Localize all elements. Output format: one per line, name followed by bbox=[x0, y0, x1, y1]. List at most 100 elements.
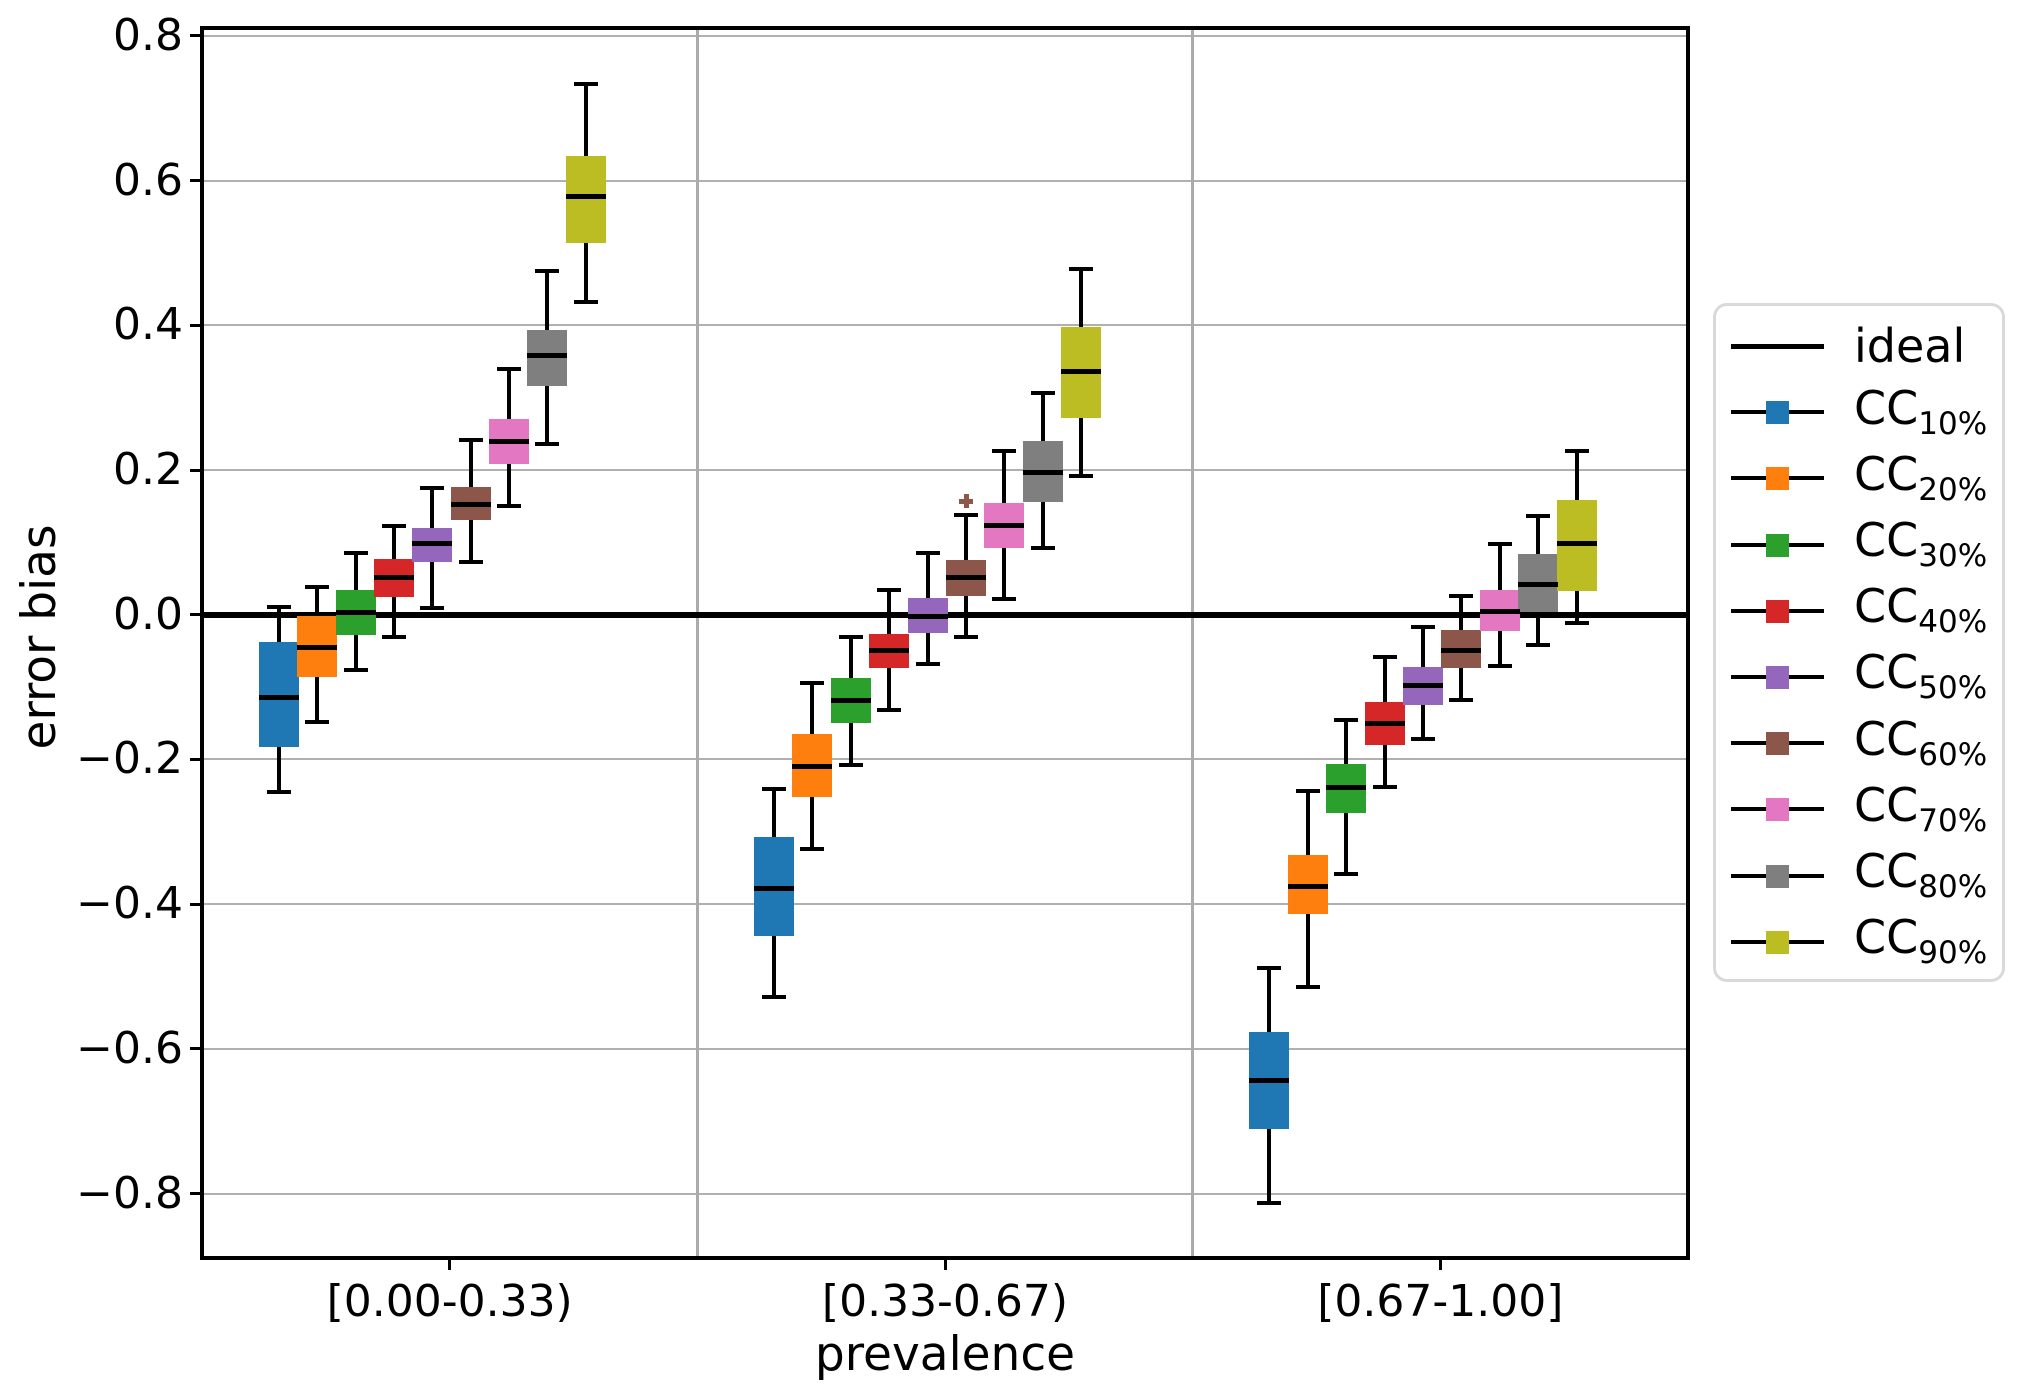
whisker-upper bbox=[353, 552, 358, 591]
whisker-lower bbox=[1305, 914, 1310, 988]
whisker-cap-lower bbox=[305, 719, 330, 724]
median-line bbox=[373, 574, 414, 580]
whisker-lower bbox=[1344, 813, 1349, 874]
y-tick-mark bbox=[190, 1192, 202, 1196]
whisker-cap-lower bbox=[266, 790, 291, 795]
whisker-lower bbox=[1497, 631, 1502, 667]
box-cc10% bbox=[258, 642, 299, 748]
whisker-cap-upper bbox=[420, 486, 445, 491]
y-tick-mark bbox=[190, 34, 202, 38]
median-line bbox=[1479, 609, 1520, 615]
whisker-cap-upper bbox=[1257, 965, 1282, 970]
y-tick-mark bbox=[190, 323, 202, 327]
legend-swatch-marker bbox=[1766, 732, 1789, 756]
whisker-lower bbox=[1079, 417, 1084, 476]
legend-swatch-marker bbox=[1766, 599, 1789, 623]
whisker-lower bbox=[545, 386, 550, 445]
legend: ideal CC10% CC20% CC30% CC40% CC50% CC60% CC70%… bbox=[1713, 303, 2005, 982]
y-gridline bbox=[202, 903, 1688, 906]
whisker-upper bbox=[315, 587, 320, 617]
whisker-cap-lower bbox=[1526, 643, 1551, 648]
whisker-cap-lower bbox=[1295, 985, 1320, 990]
whisker-cap-lower bbox=[877, 708, 902, 713]
legend-item-ideal: ideal bbox=[1716, 313, 2002, 379]
whisker-cap-upper bbox=[1069, 266, 1094, 271]
whisker-lower bbox=[430, 561, 435, 609]
whisker-lower bbox=[964, 595, 969, 638]
y-tick-mark bbox=[190, 902, 202, 906]
whisker-lower bbox=[507, 464, 512, 507]
y-tick-label: 0.0 bbox=[113, 588, 183, 640]
legend-item-cc90%: CC90% bbox=[1716, 909, 2002, 975]
whisker-lower bbox=[925, 632, 930, 664]
legend-label-subscript: 30% bbox=[1918, 538, 1988, 575]
median-line bbox=[1402, 683, 1443, 689]
legend-label-subscript: 80% bbox=[1918, 869, 1988, 906]
x-tick-label: [0.33-0.67) bbox=[821, 1276, 1069, 1327]
y-axis-title: error bias bbox=[12, 524, 67, 750]
whisker-cap-lower bbox=[535, 442, 560, 447]
whisker-cap-upper bbox=[381, 523, 406, 528]
y-tick-label: 0.6 bbox=[113, 154, 183, 206]
legend-box-swatch bbox=[1731, 531, 1824, 559]
whisker-upper bbox=[925, 553, 930, 599]
x-tick-mark bbox=[943, 1258, 947, 1270]
median-line bbox=[1061, 369, 1102, 375]
whisker-cap-lower bbox=[992, 596, 1017, 601]
whisker-cap-upper bbox=[1449, 593, 1474, 598]
legend-label: CC70% bbox=[1854, 777, 1988, 839]
whisker-lower bbox=[391, 596, 396, 638]
median-line bbox=[1249, 1078, 1290, 1084]
y-tick-label: −0.8 bbox=[76, 1167, 183, 1219]
whisker-upper bbox=[1344, 719, 1349, 764]
whisker-upper bbox=[964, 514, 969, 560]
legend-item-cc70%: CC70% bbox=[1716, 776, 2002, 842]
whisker-cap-lower bbox=[381, 635, 406, 640]
whisker-cap-lower bbox=[420, 606, 445, 611]
legend-item-cc60%: CC60% bbox=[1716, 710, 2002, 776]
whisker-cap-lower bbox=[1564, 620, 1589, 625]
legend-label-subscript: 60% bbox=[1918, 736, 1988, 773]
whisker-upper bbox=[468, 439, 473, 487]
legend-label: CC80% bbox=[1854, 844, 1988, 906]
legend-box-swatch bbox=[1731, 398, 1824, 426]
whisker-cap-upper bbox=[1030, 390, 1055, 395]
whisker-lower bbox=[1420, 705, 1425, 740]
whisker-lower bbox=[276, 747, 281, 793]
whisker-upper bbox=[1079, 268, 1084, 327]
median-line bbox=[565, 194, 606, 200]
legend-swatch-marker bbox=[1766, 467, 1789, 491]
y-tick-mark bbox=[190, 468, 202, 472]
median-line bbox=[792, 763, 833, 769]
whisker-cap-lower bbox=[838, 763, 863, 768]
whisker-cap-upper bbox=[877, 588, 902, 593]
whisker-cap-lower bbox=[458, 559, 483, 564]
whisker-cap-upper bbox=[800, 680, 825, 685]
whisker-cap-upper bbox=[497, 366, 522, 371]
whisker-cap-upper bbox=[1295, 789, 1320, 794]
whisker-cap-lower bbox=[1372, 784, 1397, 789]
whisker-lower bbox=[353, 635, 358, 670]
y-gridline bbox=[202, 34, 1688, 37]
legend-swatch-marker bbox=[1766, 798, 1789, 822]
whisker-lower bbox=[315, 677, 320, 722]
whisker-upper bbox=[887, 590, 892, 634]
median-line bbox=[527, 353, 568, 359]
median-line bbox=[489, 438, 530, 444]
x-tick-mark bbox=[1438, 1258, 1442, 1270]
legend-item-cc10%: CC10% bbox=[1716, 379, 2002, 445]
legend-swatch-line bbox=[1731, 343, 1824, 349]
whisker-lower bbox=[810, 797, 815, 850]
legend-swatch-marker bbox=[1766, 666, 1789, 690]
whisker-cap-upper bbox=[573, 81, 598, 86]
legend-box-swatch bbox=[1731, 663, 1824, 691]
whisker-cap-upper bbox=[762, 787, 787, 792]
whisker-lower bbox=[848, 723, 853, 766]
median-line bbox=[1326, 785, 1367, 791]
whisker-upper bbox=[1382, 656, 1387, 703]
y-tick-mark bbox=[190, 757, 202, 761]
legend-item-cc50%: CC50% bbox=[1716, 644, 2002, 710]
whisker-upper bbox=[1420, 627, 1425, 667]
whisker-upper bbox=[1267, 967, 1272, 1033]
median-line bbox=[1518, 581, 1559, 587]
